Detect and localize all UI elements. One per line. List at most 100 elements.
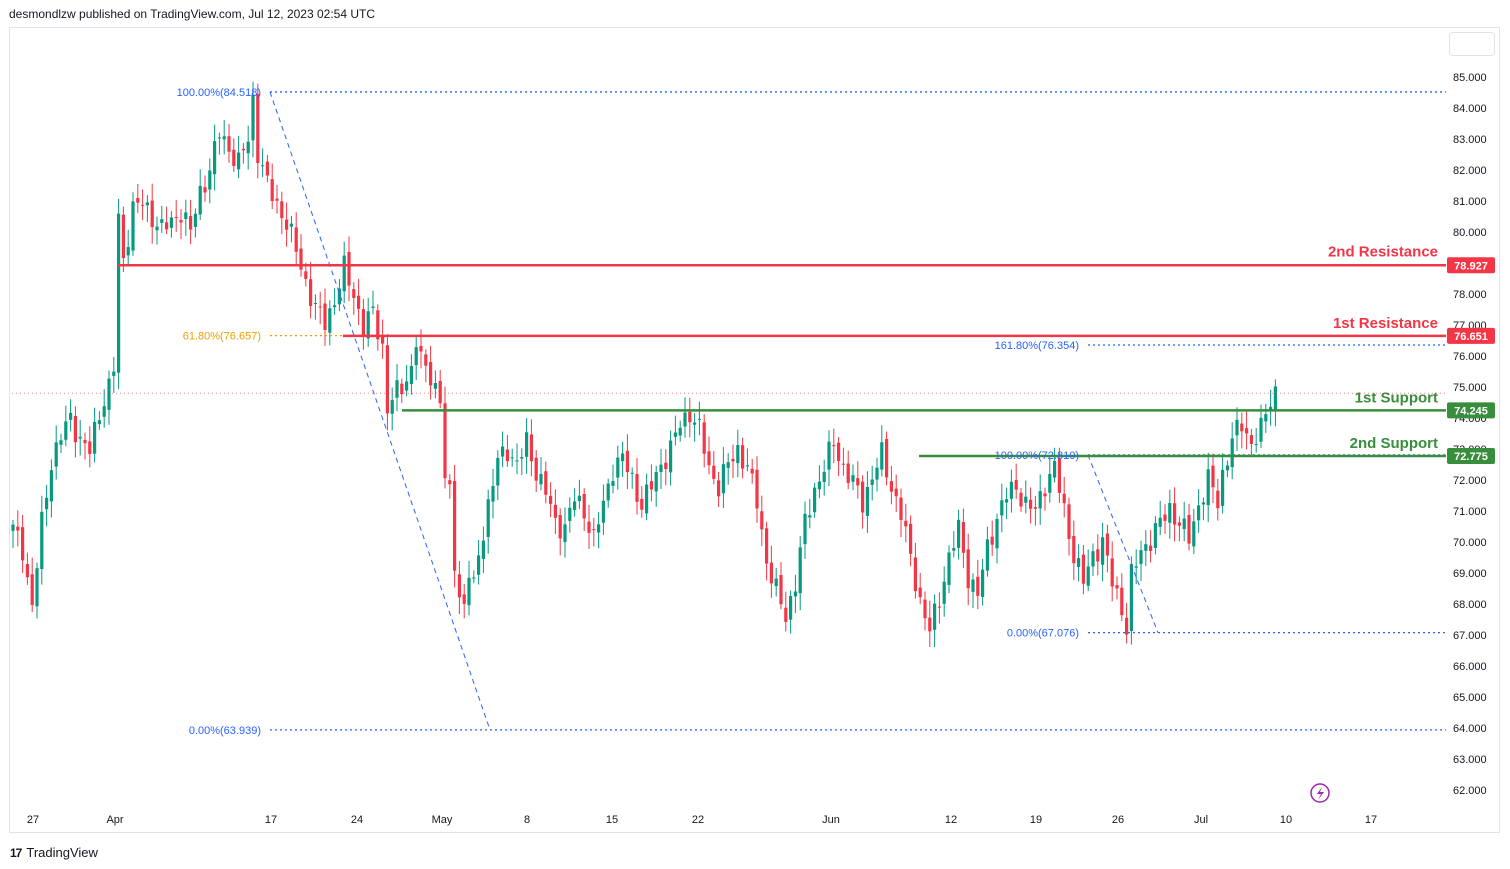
y-tick-label: 78.000 (1453, 289, 1487, 301)
tradingview-logo[interactable]: 17 TradingView (10, 845, 98, 860)
candle (592, 517, 596, 547)
y-tick-label: 71.000 (1453, 506, 1487, 518)
candle (16, 510, 20, 547)
y-tick-label: 67.000 (1453, 630, 1487, 642)
fib-trend-line (1087, 454, 1159, 633)
candle (553, 489, 557, 534)
candle (750, 458, 754, 484)
y-tick-label: 75.000 (1453, 382, 1487, 394)
x-tick-label: May (432, 814, 453, 826)
candle (309, 262, 313, 319)
x-axis-ticks: 27 Apr 17 24 May 8 15 22 Jun 12 19 26 Jul 10 17 (27, 814, 1377, 826)
candle (501, 431, 505, 468)
level-title: 2nd Resistance (1328, 243, 1438, 260)
candle (966, 533, 970, 606)
candle (1206, 452, 1210, 523)
candle (424, 349, 428, 383)
candle (438, 369, 442, 409)
fib-level-label: 100.00%(72.810) (995, 450, 1079, 462)
candle (54, 425, 58, 480)
candle (35, 562, 39, 619)
candle (213, 124, 217, 191)
candle (1120, 573, 1124, 622)
candle (568, 497, 572, 533)
x-tick-label: 27 (27, 814, 39, 826)
candle (453, 465, 457, 588)
candle (654, 465, 658, 507)
candle (165, 206, 169, 235)
candle (1182, 501, 1186, 542)
candle (83, 432, 87, 460)
candle (1153, 516, 1157, 555)
candle (1091, 543, 1095, 576)
candle (510, 448, 514, 467)
fib-level-label: 61.80%(76.657) (183, 331, 261, 343)
candle (64, 405, 68, 447)
y-tick-label: 81.000 (1453, 196, 1487, 208)
candle (952, 531, 956, 558)
price-tag: 78.927 (1447, 257, 1495, 274)
candle (697, 401, 701, 436)
candle (285, 202, 289, 247)
candle (208, 158, 212, 204)
candle (558, 508, 562, 556)
candle (1230, 422, 1234, 480)
candle (366, 297, 370, 347)
candle (837, 437, 841, 477)
candle (1077, 544, 1081, 582)
candle (491, 469, 495, 519)
candle (1197, 489, 1201, 533)
candle (885, 431, 889, 486)
chart-toolbar-button[interactable] (1449, 32, 1495, 56)
x-tick-label: Apr (106, 814, 123, 826)
candle (563, 507, 567, 558)
candle (827, 430, 831, 486)
candle (1144, 530, 1148, 566)
y-tick-label: 63.000 (1453, 754, 1487, 766)
candle (78, 419, 82, 456)
y-tick-label: 80.000 (1453, 227, 1487, 239)
candle (808, 498, 812, 529)
candle (933, 594, 937, 647)
y-tick-label: 66.000 (1453, 661, 1487, 673)
candle (222, 119, 226, 155)
candle (985, 526, 989, 577)
candle (726, 453, 730, 485)
candle (1249, 428, 1253, 458)
y-tick-label: 82.000 (1453, 165, 1487, 177)
candle (1029, 487, 1033, 524)
candle (904, 503, 908, 543)
candle (155, 216, 159, 245)
candle (913, 542, 917, 599)
candle (30, 557, 34, 613)
candle (486, 489, 490, 554)
candle (189, 199, 193, 245)
candle (760, 495, 764, 547)
candle (664, 449, 668, 486)
candle (1187, 503, 1191, 551)
candle (1177, 516, 1181, 542)
x-tick-label: 19 (1030, 814, 1042, 826)
candle (577, 479, 581, 510)
candle (870, 465, 874, 501)
candle (1081, 545, 1085, 595)
y-tick-label: 70.000 (1453, 537, 1487, 549)
tradingview-brand: TradingView (26, 845, 98, 860)
candle (1014, 463, 1018, 499)
replay-icon[interactable] (1310, 783, 1330, 803)
candle (688, 397, 692, 438)
candle (942, 566, 946, 617)
y-tick-label: 72.000 (1453, 475, 1487, 487)
candle (803, 501, 807, 560)
y-tick-label: 83.000 (1453, 134, 1487, 146)
candle (1009, 469, 1013, 513)
candle (265, 154, 269, 183)
candle (1139, 540, 1143, 581)
candle (395, 363, 399, 412)
fib-trend-line (269, 91, 491, 731)
x-tick-label: 12 (945, 814, 957, 826)
candle (611, 464, 615, 494)
candle (481, 526, 485, 573)
candle (846, 450, 850, 490)
